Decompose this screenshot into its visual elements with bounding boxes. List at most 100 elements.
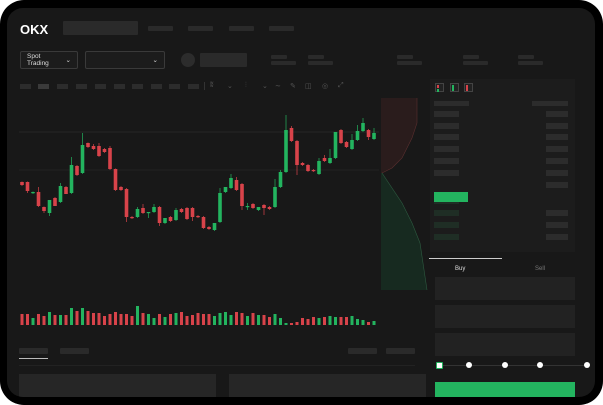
candle-body bbox=[108, 148, 112, 169]
volume-bar bbox=[317, 318, 321, 325]
timeframe-button[interactable] bbox=[95, 84, 106, 89]
depth-chart bbox=[381, 98, 428, 291]
chevron-down-icon[interactable]: ⌄ bbox=[227, 83, 233, 90]
book-price bbox=[434, 210, 459, 216]
volume-bar bbox=[130, 316, 134, 325]
timeframe-button[interactable] bbox=[20, 84, 31, 89]
market-type-select[interactable]: Spot Trading ⌄ bbox=[20, 51, 78, 69]
volume-bar bbox=[356, 319, 359, 325]
stat-label bbox=[518, 55, 534, 59]
volume-bar bbox=[169, 314, 172, 325]
volume-bar bbox=[224, 312, 227, 325]
okx-logo[interactable]: OKX bbox=[20, 22, 49, 37]
volume-bar bbox=[53, 315, 57, 325]
timeframe-button[interactable] bbox=[38, 84, 49, 89]
camera-icon[interactable]: ◫ bbox=[305, 83, 312, 90]
volume-bar bbox=[295, 322, 299, 325]
amount-input[interactable] bbox=[435, 305, 575, 328]
book-price bbox=[434, 158, 459, 164]
line-tool-icon[interactable]: ∼ bbox=[275, 83, 281, 90]
slider-stop[interactable] bbox=[502, 362, 508, 368]
volume-bar bbox=[246, 316, 249, 325]
book-both-icon[interactable] bbox=[435, 83, 444, 92]
book-price bbox=[434, 134, 459, 140]
settings-icon[interactable]: ◎ bbox=[322, 83, 329, 90]
candle-body bbox=[322, 158, 327, 161]
fullscreen-icon[interactable]: ⤢ bbox=[338, 82, 344, 89]
chart-type-icon[interactable]: ⫶ bbox=[245, 82, 247, 89]
search-bar[interactable] bbox=[63, 21, 138, 35]
candle-body bbox=[229, 178, 233, 188]
candle-body bbox=[278, 172, 283, 187]
volume-bar bbox=[141, 313, 145, 325]
candle-body bbox=[91, 146, 96, 149]
filter-button[interactable] bbox=[348, 348, 377, 354]
slider-stop[interactable] bbox=[537, 362, 543, 368]
book-bids-icon[interactable] bbox=[450, 83, 459, 92]
timeframe-button[interactable] bbox=[114, 84, 125, 89]
candle-body bbox=[267, 207, 272, 209]
candle-body bbox=[163, 218, 167, 223]
book-asks-icon[interactable] bbox=[464, 83, 473, 92]
candlestick-chart[interactable] bbox=[7, 8, 595, 397]
timeframe-button[interactable] bbox=[169, 84, 180, 89]
candle-body bbox=[119, 187, 123, 190]
candle-body bbox=[218, 193, 222, 222]
depth-bid-area bbox=[381, 173, 427, 290]
nav-item[interactable] bbox=[269, 26, 294, 31]
book-size bbox=[546, 111, 568, 117]
candle-body bbox=[344, 142, 349, 147]
indicator-icon[interactable]: ʬ bbox=[210, 82, 214, 89]
candle-body bbox=[306, 165, 310, 171]
depth-ask-line bbox=[381, 98, 418, 174]
timeframe-button[interactable] bbox=[151, 84, 162, 89]
candle-body bbox=[328, 158, 332, 163]
volume-bar bbox=[37, 314, 40, 325]
candle-body bbox=[366, 130, 371, 137]
volume-bar bbox=[97, 313, 101, 325]
book-header bbox=[434, 101, 469, 106]
nav-item[interactable] bbox=[188, 26, 213, 31]
candle-body bbox=[212, 223, 217, 230]
price-input[interactable] bbox=[435, 277, 575, 300]
candle-body bbox=[113, 169, 118, 190]
buy-button[interactable] bbox=[435, 382, 575, 397]
draw-tool-icon[interactable]: ✎ bbox=[290, 83, 296, 90]
volume-bar bbox=[218, 313, 222, 325]
candle-body bbox=[20, 182, 24, 185]
percent-slider-track[interactable] bbox=[439, 365, 587, 366]
chevron-down-icon[interactable]: ⌄ bbox=[262, 83, 268, 90]
book-size bbox=[546, 134, 568, 140]
timeframe-button[interactable] bbox=[132, 84, 143, 89]
slider-stop[interactable] bbox=[466, 362, 472, 368]
tab-order-history[interactable] bbox=[60, 348, 89, 354]
stat-label bbox=[308, 55, 324, 59]
pair-select[interactable]: ⌄ bbox=[85, 51, 165, 69]
orders-card bbox=[19, 374, 216, 397]
timeframe-button[interactable] bbox=[57, 84, 68, 89]
percent-slider-handle[interactable] bbox=[436, 362, 443, 369]
stat-value bbox=[518, 61, 543, 65]
volume-bar bbox=[92, 313, 95, 325]
candle-body bbox=[69, 165, 74, 193]
volume-bar bbox=[185, 316, 189, 325]
candle-body bbox=[25, 182, 30, 191]
tab-sell[interactable]: Sell bbox=[535, 266, 546, 272]
total-input[interactable] bbox=[435, 333, 575, 356]
nav-item[interactable] bbox=[229, 26, 254, 31]
timeframe-button[interactable] bbox=[188, 84, 199, 89]
tab-buy[interactable]: Buy bbox=[455, 266, 466, 272]
volume-bar bbox=[268, 317, 271, 325]
chevron-down-icon: ⌄ bbox=[65, 57, 71, 64]
tab-open-orders[interactable] bbox=[19, 348, 48, 354]
timeframe-button[interactable] bbox=[76, 84, 87, 89]
filter-button[interactable] bbox=[386, 348, 415, 354]
stat-value bbox=[271, 61, 296, 65]
candle-body bbox=[36, 192, 41, 206]
nav-item[interactable] bbox=[148, 26, 173, 31]
volume-bar bbox=[202, 314, 205, 325]
volume-bar bbox=[108, 314, 112, 325]
slider-stop[interactable] bbox=[584, 362, 590, 368]
volume-bar bbox=[367, 322, 370, 325]
candle-body bbox=[317, 161, 321, 174]
